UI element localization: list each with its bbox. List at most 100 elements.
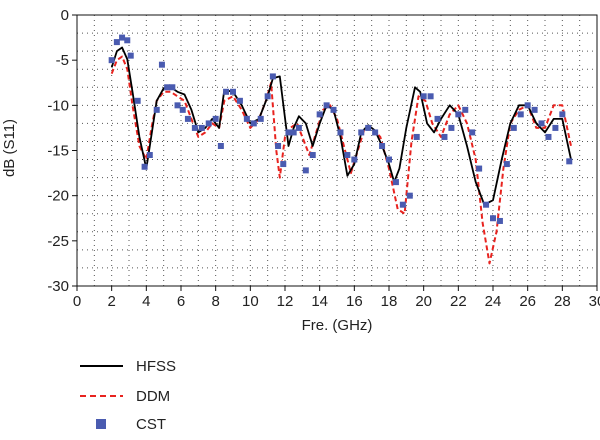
cst-marker — [510, 124, 517, 131]
cst-marker — [337, 129, 344, 136]
cst-marker — [496, 217, 503, 224]
cst-marker — [223, 88, 230, 95]
cst-marker — [351, 156, 358, 163]
x-tick-label: 4 — [142, 293, 150, 310]
cst-marker — [290, 129, 297, 136]
cst-marker — [434, 115, 441, 122]
y-tick-label: -5 — [56, 52, 69, 69]
legend-label: DDM — [136, 388, 170, 405]
cst-marker — [330, 106, 337, 113]
x-tick-label: 16 — [346, 293, 363, 310]
y-tick-label: -25 — [47, 233, 69, 250]
cst-marker — [285, 129, 292, 136]
cst-marker — [212, 115, 219, 122]
cst-marker — [399, 201, 406, 208]
x-tick-label: 6 — [177, 293, 185, 310]
x-tick-label: 30 — [589, 293, 600, 310]
cst-marker — [275, 142, 282, 149]
y-tick-label: -15 — [47, 143, 69, 160]
cst-marker — [179, 106, 186, 113]
cst-marker — [174, 102, 181, 109]
cst-marker — [230, 88, 236, 95]
cst-marker — [524, 102, 531, 109]
cst-marker — [538, 120, 545, 127]
x-tick-label: 10 — [242, 293, 259, 310]
cst-marker — [146, 152, 153, 159]
series-layer — [108, 34, 573, 265]
cst-marker — [108, 57, 115, 64]
cst-marker — [503, 161, 510, 168]
y-tick-label: -30 — [47, 278, 69, 295]
cst-marker — [309, 152, 316, 159]
cst-marker — [372, 129, 379, 136]
cst-marker — [184, 115, 191, 122]
cst-marker — [545, 133, 552, 140]
cst-marker — [483, 201, 490, 208]
cst-marker — [406, 192, 413, 199]
cst-marker — [531, 106, 538, 113]
cst-marker — [413, 133, 420, 140]
cst-marker — [559, 111, 566, 118]
cst-marker — [323, 102, 330, 109]
cst-marker — [427, 93, 434, 100]
cst-marker — [469, 129, 476, 136]
cst-marker — [169, 84, 176, 91]
hfss-line — [110, 46, 572, 206]
cst-marker — [476, 165, 483, 172]
y-tick-label: 0 — [61, 7, 69, 24]
cst-marker — [269, 73, 276, 80]
cst-marker — [358, 129, 365, 136]
cst-marker — [217, 142, 224, 149]
x-tick-label: 18 — [381, 293, 398, 310]
grid-layer — [77, 15, 597, 286]
cst-marker — [448, 124, 455, 131]
x-axis-title: Fre. (GHz) — [302, 317, 373, 334]
cst-marker — [119, 34, 126, 41]
x-tick-label: 20 — [415, 293, 432, 310]
cst-marker — [198, 124, 205, 131]
legend-label: CST — [136, 416, 166, 433]
x-tick-label: 0 — [73, 293, 81, 310]
cst-marker — [490, 215, 496, 222]
x-tick-label: 26 — [519, 293, 536, 310]
cst-marker — [365, 124, 372, 131]
x-tick-label: 28 — [554, 293, 571, 310]
legend: HFSS DDM CST — [80, 358, 176, 433]
x-tick-label: 2 — [107, 293, 115, 310]
cst-marker — [566, 158, 573, 165]
cst-marker — [127, 52, 134, 59]
cst-marker — [295, 124, 302, 131]
axis-layer: 0246810121416182022242628300-5-10-15-20-… — [47, 7, 600, 310]
cst-marker — [141, 163, 148, 170]
x-tick-label: 22 — [450, 293, 467, 310]
cst-marker — [302, 167, 309, 174]
cst-marker — [517, 111, 524, 118]
cst-marker — [124, 37, 131, 44]
cst-marker — [236, 97, 243, 104]
cst-marker — [420, 93, 427, 100]
cst-marker — [134, 97, 141, 104]
x-tick-label: 8 — [211, 293, 219, 310]
x-tick-label: 24 — [485, 293, 502, 310]
cst-marker — [344, 152, 351, 159]
cst-marker — [243, 115, 250, 122]
cst-marker — [386, 156, 392, 163]
legend-swatch-cst — [96, 419, 106, 429]
cst-marker — [280, 161, 287, 168]
cst-marker — [257, 115, 264, 122]
cst-marker — [316, 111, 323, 118]
cst-marker — [205, 120, 212, 127]
cst-marker — [462, 106, 469, 113]
cst-marker — [455, 111, 462, 118]
legend-label: HFSS — [136, 358, 176, 375]
cst-marker — [441, 133, 448, 140]
cst-marker — [264, 93, 271, 100]
cst-marker — [164, 84, 171, 91]
x-tick-label: 12 — [277, 293, 294, 310]
x-tick-label: 14 — [311, 293, 328, 310]
y-tick-label: -10 — [47, 97, 69, 114]
cst-marker — [113, 39, 120, 46]
y-axis-title: dB (S11) — [1, 119, 18, 177]
cst-marker — [158, 61, 165, 68]
